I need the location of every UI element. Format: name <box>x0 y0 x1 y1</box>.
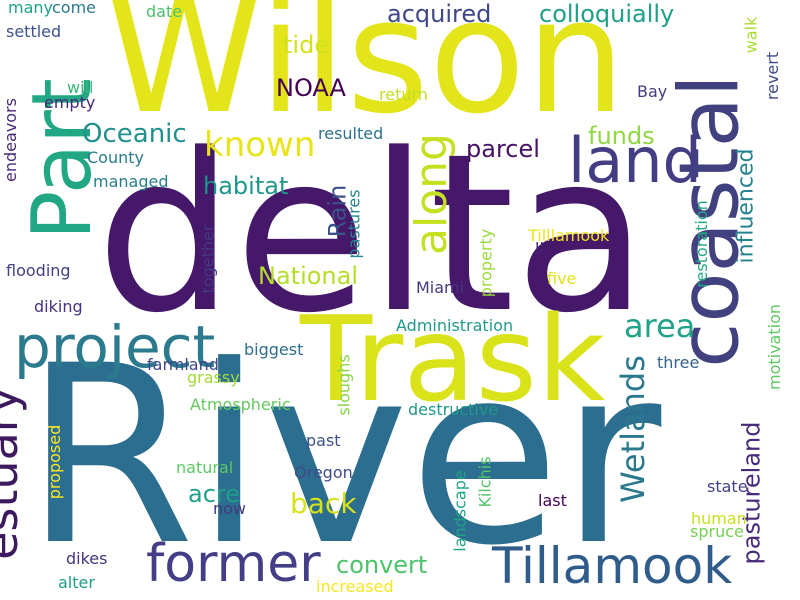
word-back: back <box>290 487 357 520</box>
word-administration: Administration <box>396 316 514 335</box>
word-tide: tide <box>283 31 330 59</box>
word-delta: delta <box>96 108 649 361</box>
word-tillamook: Tillamook <box>492 537 733 595</box>
word-estuary: estuary <box>0 386 28 560</box>
word-wetlands: Wetlands <box>613 355 652 503</box>
word-along: along <box>405 133 457 255</box>
word-natural: natural <box>176 458 234 477</box>
word-biggest: biggest <box>244 340 304 359</box>
word-managed: managed <box>93 172 169 191</box>
word-land: land <box>568 124 702 197</box>
word-human: human <box>691 509 747 528</box>
word-endeavors: endeavors <box>0 98 20 182</box>
word-convert: convert <box>336 551 428 579</box>
word-dikes: dikes <box>66 549 108 568</box>
word-acquired: acquired <box>387 0 492 28</box>
word-revert: revert <box>763 51 783 101</box>
word-destructive: destructive <box>408 400 499 419</box>
word-come: come <box>52 0 97 17</box>
word-oregon: Oregon <box>294 463 353 482</box>
word-river: River <box>24 314 662 600</box>
word-alter: alter <box>58 573 95 592</box>
word-known: known <box>204 125 316 165</box>
word-past: past <box>306 431 341 450</box>
word-project: project <box>14 313 216 381</box>
word-colloquially: colloquially <box>539 0 675 28</box>
word-tilllamook: Tilllamook <box>528 226 610 245</box>
word-farmland: farmland <box>147 355 219 374</box>
word-increased: increased <box>316 577 394 596</box>
word-atmospheric: Atmospheric <box>190 395 291 414</box>
word-trask: Trask <box>300 290 606 428</box>
word-date: date <box>146 2 183 21</box>
word-flooding: flooding <box>6 261 71 280</box>
word-area: area <box>624 307 696 345</box>
word-property: property <box>476 228 496 298</box>
word-three: three <box>657 353 700 372</box>
word-resulted: resulted <box>318 124 384 143</box>
word-empty: empty <box>44 93 96 112</box>
word-noaa: NOAA <box>276 74 346 102</box>
word-diking: diking <box>34 297 83 316</box>
word-ll: ll <box>535 239 544 258</box>
word-funds: funds <box>588 122 655 150</box>
word-five: five <box>547 269 577 288</box>
word-motivation: motivation <box>765 303 785 391</box>
word-acre: acre <box>188 480 241 508</box>
word-national: National <box>258 262 359 290</box>
word-restoration: restoration <box>691 200 711 288</box>
word-last: last <box>538 491 567 510</box>
word-habitat: habitat <box>203 172 289 200</box>
word-wilson: Wilson <box>106 0 626 149</box>
word-settled: settled <box>6 22 62 41</box>
word-miami: Miami <box>416 278 465 297</box>
word-now: now <box>213 499 247 518</box>
word-kilchis: Kilchis <box>475 456 495 508</box>
word-former: former <box>146 534 321 594</box>
word-pastures: pastures <box>344 189 364 259</box>
word-oceanic: Oceanic <box>82 119 187 149</box>
word-influenced: influenced <box>733 148 759 264</box>
word-sloughs: sloughs <box>334 354 354 416</box>
word-parcel: parcel <box>466 135 540 163</box>
word-return: return <box>379 85 428 104</box>
word-together: together <box>198 224 218 294</box>
word-will: will <box>67 78 94 97</box>
word-bay: Bay <box>637 82 668 101</box>
word-walk: walk <box>741 16 761 54</box>
word-grassy: grassy <box>187 368 240 387</box>
word-landscape: landscape <box>450 470 470 552</box>
word-many: many <box>8 0 53 17</box>
word-spruce: spruce <box>690 522 744 541</box>
word-proposed: proposed <box>45 424 65 500</box>
word-county: County <box>87 148 144 167</box>
word-state: state <box>707 477 748 496</box>
